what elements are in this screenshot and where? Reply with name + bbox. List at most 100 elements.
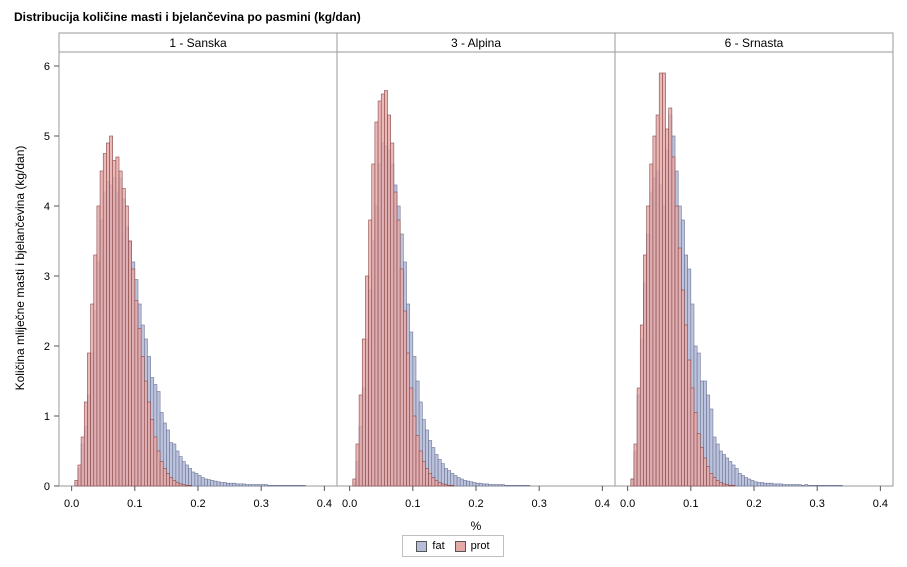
bar-fat — [766, 482, 771, 487]
y-tick-label: 4 — [44, 201, 50, 213]
bar-prot — [431, 477, 436, 487]
bar-fat — [286, 484, 290, 487]
panel-1: 1 - Sanska — [58, 32, 338, 487]
bar-prot — [361, 338, 366, 487]
legend-swatch-fat — [416, 540, 428, 552]
bar-prot — [102, 153, 107, 487]
bar-fat — [488, 484, 493, 487]
legend-label-fat: fat — [432, 540, 445, 552]
bar-fat — [475, 482, 480, 487]
bar-prot — [156, 450, 161, 487]
bar-fat — [453, 475, 458, 487]
bar-prot — [403, 310, 407, 487]
legend-swatch-prot — [454, 540, 466, 552]
x-tick-label: 0.3 — [254, 498, 269, 510]
bar-fat — [756, 482, 761, 487]
bar-fat — [504, 484, 508, 487]
bar-fat — [747, 478, 752, 487]
bar-fat — [181, 461, 186, 487]
legend-item-fat: fat — [416, 540, 445, 552]
y-tick-label: 2 — [44, 341, 50, 353]
bar-fat — [257, 484, 262, 487]
bar-fat — [197, 475, 202, 487]
x-tick-label: 0.4 — [595, 498, 610, 510]
bar-fat — [826, 484, 831, 487]
bar-prot — [687, 359, 692, 487]
bar-fat — [507, 484, 512, 487]
bar-prot — [706, 466, 711, 487]
bar-prot — [112, 160, 117, 487]
bar-prot — [715, 480, 720, 487]
bar-fat — [485, 483, 489, 487]
bar-fat — [731, 464, 736, 487]
x-tick-label: 0.2 — [468, 498, 483, 510]
bar-fat — [838, 484, 843, 487]
bar-prot — [131, 268, 136, 487]
bar-fat — [500, 484, 505, 487]
bar-prot — [159, 461, 164, 487]
bar-prot — [80, 436, 85, 487]
x-tick-label: 0.1 — [127, 498, 142, 510]
bar-fat — [440, 463, 445, 487]
bar-fat — [226, 482, 230, 487]
bar-prot — [185, 484, 189, 487]
bar-prot — [655, 114, 660, 487]
bar-prot — [87, 352, 91, 487]
bar-fat — [254, 484, 259, 487]
bar-prot — [728, 484, 733, 487]
bar-fat — [820, 484, 824, 487]
bar-fat — [478, 482, 483, 487]
bar-fat — [241, 483, 246, 487]
x-tick-label: 0.0 — [620, 498, 635, 510]
bar-fat — [482, 483, 486, 487]
bar-prot — [630, 478, 635, 487]
bar-fat — [753, 481, 758, 487]
bar-prot — [409, 387, 414, 487]
bar-fat — [794, 484, 799, 487]
bar-prot — [399, 268, 404, 487]
y-tick-label: 6 — [44, 61, 50, 73]
bar-prot — [643, 254, 647, 487]
bar-prot — [368, 219, 373, 487]
bar-prot — [387, 114, 392, 487]
bar-prot — [144, 380, 148, 487]
bar-fat — [260, 484, 265, 487]
bar-prot — [444, 484, 448, 487]
bar-prot — [380, 93, 385, 487]
bar-fat — [737, 473, 742, 487]
bar-fat — [491, 484, 496, 487]
bar-fat — [797, 484, 802, 487]
bar-prot — [96, 205, 101, 487]
bar-fat — [229, 482, 234, 487]
bar-fat — [472, 482, 477, 487]
series-prot — [630, 72, 736, 487]
bar-prot — [396, 219, 401, 487]
x-tick-label: 0.4 — [317, 498, 332, 510]
chart-title: Distribucija količine masti i bjelančevi… — [14, 10, 361, 24]
bar-prot — [437, 482, 442, 487]
bar-prot — [74, 480, 79, 487]
bar-fat — [248, 484, 253, 487]
bar-fat — [497, 484, 502, 487]
x-tick-label: 0.2 — [746, 498, 761, 510]
bar-fat — [510, 484, 515, 487]
bar-fat — [718, 450, 723, 487]
bar-prot — [358, 394, 363, 487]
axes-layer: 0.0 0.1 0.2 0.3 0.4 0.0 0.1 0.2 0.3 0.4 0.0 0.1 0.2 0… — [44, 61, 888, 510]
y-tick-label: 5 — [44, 131, 50, 143]
bar-fat — [185, 464, 189, 487]
bar-fat — [188, 468, 192, 487]
bar-fat — [778, 483, 783, 487]
bar-prot — [662, 72, 666, 487]
bar-prot — [153, 436, 158, 487]
y-tick-label: 3 — [44, 271, 50, 283]
bar-prot — [147, 401, 151, 487]
bar-prot — [118, 170, 123, 487]
bar-prot — [125, 205, 129, 487]
bar-prot — [90, 303, 95, 487]
x-axis-title: % — [471, 519, 482, 533]
bar-fat — [222, 482, 227, 487]
bar-fat — [463, 480, 467, 487]
bar-fat — [782, 484, 786, 487]
